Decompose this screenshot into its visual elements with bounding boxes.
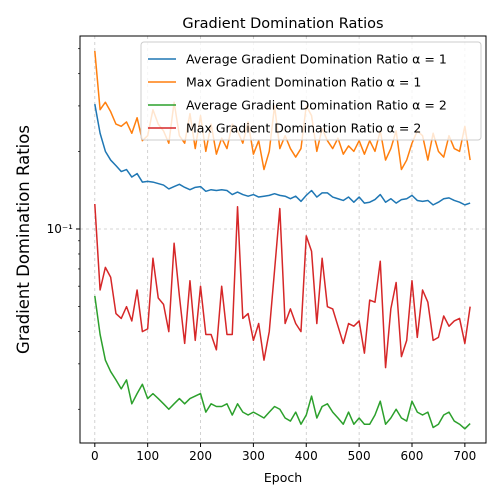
x-tick-label: 200 [189,449,212,463]
legend-label-2: Max Gradient Domination Ratio α = 1 [186,75,421,90]
legend-label-1: Average Gradient Domination Ratio α = 1 [186,52,447,67]
y-tick-label: 10⁻¹ [47,222,74,236]
legend-label-4: Max Gradient Domination Ratio α = 2 [186,121,421,136]
series-line-3 [94,295,471,430]
plot-frame [79,35,487,444]
tick-layer: 0 100 200 300 400 500 600 700 10⁻¹ [47,48,476,463]
x-tick-label: 600 [401,449,424,463]
x-tick-label: 700 [453,449,476,463]
x-tick-label: 500 [348,449,371,463]
series-line-1 [94,103,471,206]
legend-box [140,41,482,141]
chart-title: Gradient Domination Ratios [182,16,383,32]
legend-label-3: Average Gradient Domination Ratio α = 2 [186,98,447,113]
x-tick-label: 100 [136,449,159,463]
series-layer [94,50,471,430]
legend: Average Gradient Domination Ratio α = 1 M… [140,41,482,141]
series-line-4 [94,203,471,369]
x-tick-label: 400 [295,449,318,463]
x-tick-label: 0 [91,449,99,463]
y-axis-label: Gradient Domination Ratios [14,125,33,354]
x-axis-label: Epoch [264,470,302,485]
x-tick-label: 300 [242,449,265,463]
